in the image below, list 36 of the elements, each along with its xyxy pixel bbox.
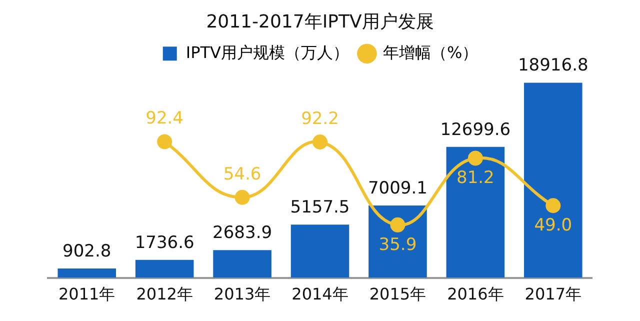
x-tick-label: 2013年 (214, 284, 271, 304)
point (157, 134, 172, 150)
bar (58, 268, 116, 278)
x-tick-label: 2012年 (136, 284, 193, 304)
data-label: 2683.9 (212, 223, 272, 244)
legend-label: 年增幅（%） (382, 42, 478, 62)
bar (368, 206, 427, 278)
chart-title: 2011-2017年IPTV用户发展 (206, 11, 434, 32)
x-tick-label: 2011年 (58, 284, 116, 304)
x-tick-label: 2017年 (524, 284, 582, 304)
bar (213, 250, 272, 278)
point (234, 190, 250, 205)
bar (524, 82, 582, 278)
data-label: 92.2 (301, 108, 339, 129)
bar (446, 146, 505, 278)
data-label: 12699.6 (440, 120, 511, 140)
bar (135, 260, 194, 278)
data-label: 35.9 (378, 234, 417, 255)
x-tick-label: 2016年 (447, 284, 504, 304)
point (390, 217, 406, 232)
x-tick-label: 2014年 (292, 284, 348, 304)
data-label: 92.4 (146, 108, 184, 129)
data-label: 1736.6 (134, 232, 194, 253)
point (468, 150, 483, 166)
legend-label: IPTV用户规模（万人） (186, 42, 349, 62)
x-tick-label: 2015年 (369, 284, 426, 304)
bar (290, 224, 350, 278)
data-label: 49.0 (534, 216, 572, 236)
data-label: 5157.5 (290, 198, 350, 218)
data-label: 18916.8 (518, 56, 588, 76)
point (312, 134, 328, 150)
data-label: 7009.1 (368, 178, 428, 198)
data-label: 54.6 (223, 164, 262, 184)
data-label: 81.2 (456, 168, 494, 188)
data-label: 902.8 (62, 241, 112, 262)
point (546, 198, 561, 214)
